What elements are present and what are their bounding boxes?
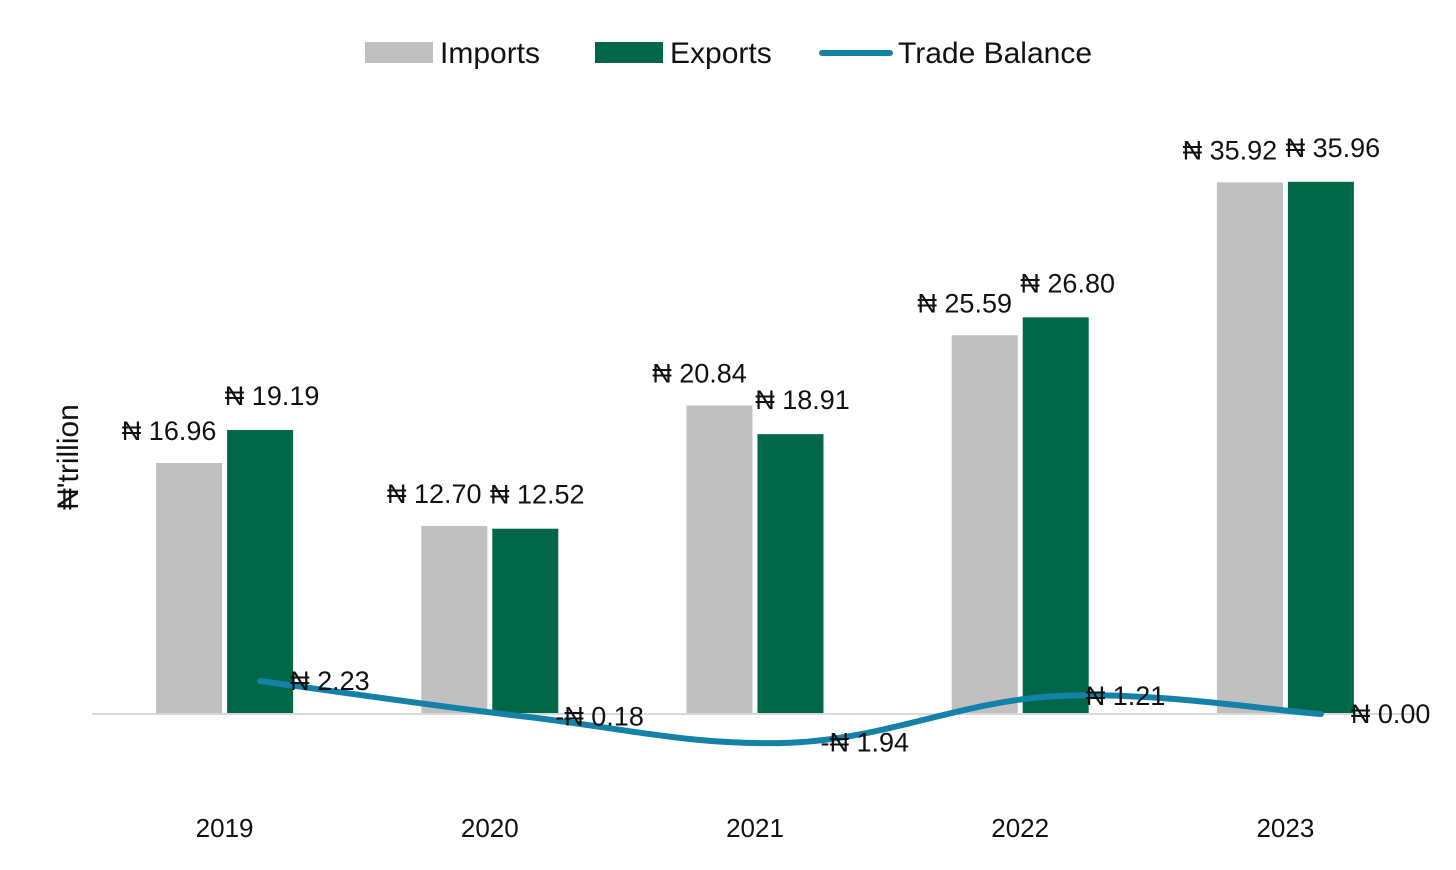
legend-label-exports: Exports <box>670 37 772 70</box>
trade-balance-label-2023: ₦ 0.00 <box>1351 699 1431 729</box>
trade-balance-label-2020: -₦ 0.18 <box>555 702 644 732</box>
legend-label-trade-balance: Trade Balance <box>898 37 1092 70</box>
exports-bar-2021 <box>757 434 824 714</box>
x-tick-2023: 2023 <box>1256 813 1314 843</box>
trade-balance-label-2021: -₦ 1.94 <box>821 728 910 758</box>
exports-label-2021: ₦ 18.91 <box>755 385 850 415</box>
exports-label-2019: ₦ 19.19 <box>225 381 320 411</box>
exports-label-2022: ₦ 26.80 <box>1020 268 1115 298</box>
legend-label-imports: Imports <box>440 37 540 70</box>
x-tick-2021: 2021 <box>726 813 784 843</box>
y-axis-title: ₦'trillion <box>52 404 85 510</box>
trade-balance-line <box>257 677 1324 747</box>
imports-bar-2020 <box>421 526 488 714</box>
legend: Imports Exports Trade Balance <box>365 37 1092 70</box>
data-labels: ₦ 16.96 ₦ 19.19 ₦ 2.23 ₦ 12.70 ₦ 12.52 -₦ 0.1… <box>122 133 1431 758</box>
imports-bar-2022 <box>951 335 1018 714</box>
imports-bar-2023 <box>1216 182 1283 714</box>
imports-bar-2021 <box>686 405 753 714</box>
exports-label-2020: ₦ 12.52 <box>490 480 585 510</box>
trade-balance-label-2019: ₦ 2.23 <box>290 666 370 696</box>
imports-label-2019: ₦ 16.96 <box>122 416 217 446</box>
x-tick-2020: 2020 <box>461 813 519 843</box>
exports-bar-2023 <box>1287 181 1354 715</box>
exports-bar-2020 <box>492 528 559 714</box>
legend-swatch-exports <box>595 42 663 63</box>
bars <box>156 181 1354 715</box>
imports-label-2020: ₦ 12.70 <box>387 479 482 509</box>
imports-bar-2019 <box>156 462 223 714</box>
x-tick-2022: 2022 <box>991 813 1049 843</box>
exports-bar-2019 <box>227 429 294 714</box>
trade-balance-label-2022: ₦ 1.21 <box>1086 681 1166 711</box>
imports-label-2021: ₦ 20.84 <box>652 359 747 389</box>
legend-swatch-imports <box>365 42 433 63</box>
trade-balance-layer <box>257 677 1324 747</box>
x-axis-ticks: 2019 2020 2021 2022 2023 <box>196 813 1315 843</box>
x-tick-2019: 2019 <box>196 813 254 843</box>
exports-label-2023: ₦ 35.96 <box>1286 133 1381 163</box>
imports-label-2023: ₦ 35.92 <box>1183 135 1278 165</box>
imports-label-2022: ₦ 25.59 <box>917 288 1012 318</box>
exports-bar-2022 <box>1022 317 1089 714</box>
